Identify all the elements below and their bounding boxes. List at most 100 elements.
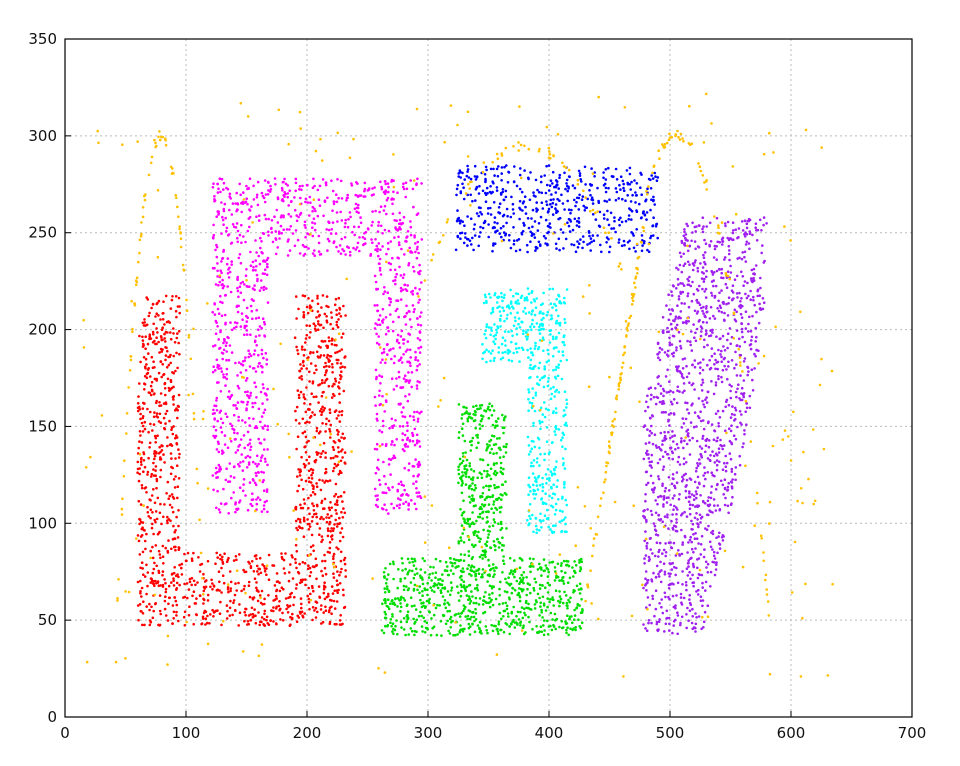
data-point: [311, 226, 314, 229]
data-point: [384, 482, 388, 486]
data-point: [192, 579, 196, 583]
data-point: [144, 335, 147, 339]
data-point: [525, 593, 528, 597]
data-point: [337, 450, 341, 454]
data-point: [556, 374, 560, 378]
data-point: [289, 593, 292, 596]
data-point: [399, 402, 402, 406]
data-point: [149, 549, 152, 553]
data-point: [390, 198, 393, 201]
data-point: [316, 320, 320, 323]
data-point: [507, 330, 510, 334]
data-point: [221, 574, 225, 577]
data-point: [399, 335, 403, 338]
data-point: [412, 205, 415, 209]
data-point: [240, 223, 243, 227]
data-point: [392, 577, 395, 581]
data-point: [465, 594, 469, 597]
data-point: [472, 413, 475, 416]
data-point: [263, 438, 266, 441]
data-point: [228, 192, 232, 196]
data-point: [497, 622, 501, 626]
data-point: [412, 482, 415, 486]
data-point: [326, 249, 329, 252]
data-point: [253, 426, 257, 430]
data-point: [622, 189, 626, 192]
data-point: [538, 422, 542, 425]
data-point: [280, 186, 284, 190]
data-point: [226, 285, 229, 288]
data-point: [384, 601, 387, 605]
data-point: [399, 577, 402, 581]
data-point: [463, 520, 466, 523]
data-point: [718, 240, 721, 244]
data-point: [514, 319, 517, 323]
data-point: [563, 590, 566, 594]
data-point: [151, 522, 154, 526]
data-point: [509, 300, 513, 304]
data-point: [473, 630, 477, 634]
data-point: [541, 616, 544, 619]
data-point: [456, 183, 460, 187]
data-point: [500, 342, 504, 346]
data-point: [263, 612, 266, 616]
data-point: [541, 207, 545, 210]
data-point: [434, 571, 438, 574]
data-point: [141, 623, 144, 627]
data-point: [143, 382, 146, 386]
data-point: [602, 217, 606, 220]
data-point: [384, 399, 388, 402]
data-point: [317, 356, 320, 359]
data-point: [261, 231, 265, 235]
data-point: [147, 430, 150, 434]
data-point: [536, 488, 540, 491]
data-point: [640, 234, 644, 237]
data-point: [306, 201, 310, 204]
data-point: [462, 499, 465, 503]
data-point: [409, 627, 413, 630]
data-point: [220, 232, 223, 235]
data-point: [426, 628, 429, 631]
data-point: [386, 587, 389, 591]
data-point: [225, 367, 229, 371]
data-point: [217, 338, 220, 341]
data-point: [177, 329, 181, 333]
data-point: [375, 417, 379, 421]
data-point: [259, 236, 262, 240]
data-point: [162, 453, 165, 456]
data-point: [306, 232, 309, 235]
data-point: [330, 396, 334, 399]
data-point: [151, 556, 155, 560]
data-point: [496, 497, 499, 501]
data-point: [467, 554, 471, 557]
data-point: [206, 614, 209, 618]
data-point: [167, 518, 171, 521]
data-point: [630, 218, 633, 221]
data-point: [548, 341, 552, 344]
data-point: [414, 350, 417, 354]
data-point: [409, 581, 413, 584]
data-point: [613, 219, 616, 223]
data-point: [215, 321, 218, 325]
data-point: [531, 472, 535, 475]
data-point: [225, 226, 229, 230]
data-point: [560, 562, 563, 565]
data-point: [157, 531, 161, 535]
data-point: [642, 241, 646, 245]
data-point: [580, 198, 584, 201]
data-point: [655, 222, 659, 226]
data-point: [415, 183, 418, 187]
data-point: [555, 298, 558, 301]
data-point: [148, 608, 151, 612]
data-point: [526, 250, 529, 254]
data-point: [313, 371, 316, 375]
data-point: [295, 526, 298, 530]
data-point: [484, 555, 487, 559]
data-point: [492, 500, 496, 503]
data-point: [464, 472, 468, 476]
data-point: [505, 442, 508, 446]
data-point: [415, 630, 418, 633]
data-point: [216, 307, 220, 311]
data-point: [572, 243, 576, 247]
data-point: [222, 181, 226, 185]
